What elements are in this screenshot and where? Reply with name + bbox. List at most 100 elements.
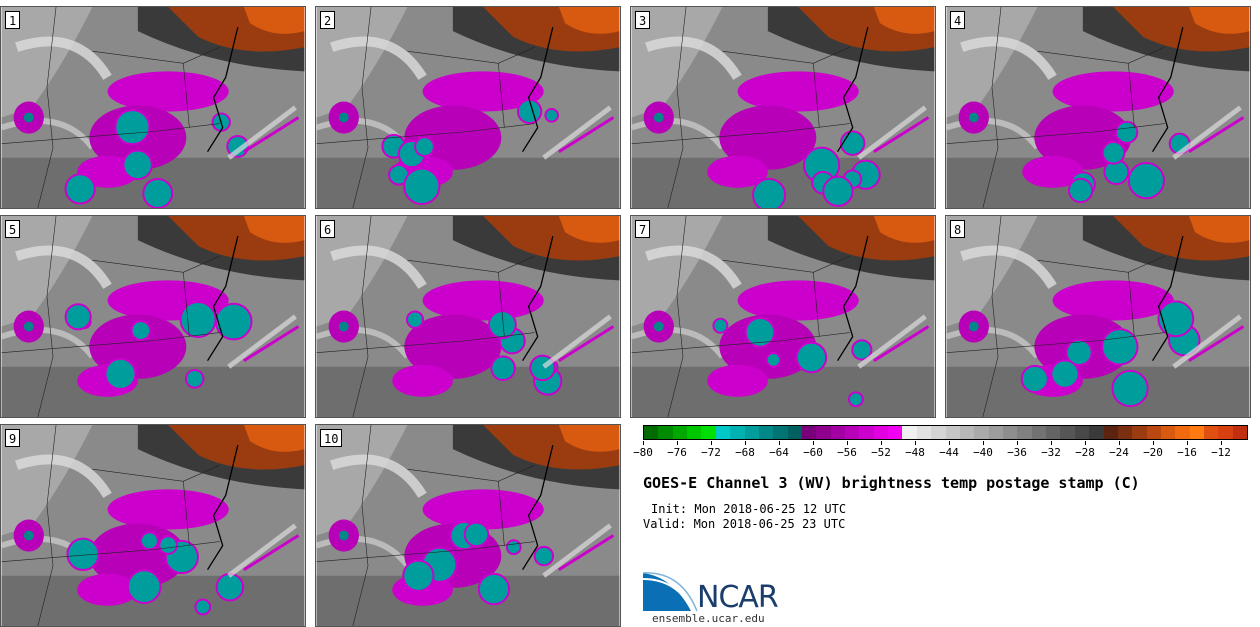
colorbar-tick-label: −12: [1211, 446, 1231, 459]
colorbar-ticks: −80 −76 −72 −68 −64 −60 −56 −52 −48 −44 −40 −36 −32 −…: [633, 441, 1248, 461]
colorbar-tick-label: −20: [1143, 446, 1163, 459]
stamp-number-label: 5: [5, 220, 21, 238]
colorbar-segment: [1002, 426, 1018, 439]
colorbar-tick-label: −68: [735, 446, 755, 459]
colorbar-segment: [787, 426, 802, 439]
postage-stamp-map: 9: [0, 424, 306, 627]
site-url: ensemble.ucar.edu: [652, 612, 765, 625]
colorbar-segment: [1046, 426, 1061, 439]
colorbar: [643, 425, 1248, 440]
colorbar-segment: [1146, 426, 1161, 439]
stamp-number-label: 7: [635, 220, 651, 238]
ncar-logo-text: NCAR: [697, 580, 779, 615]
colorbar-tick-mark: [677, 441, 678, 445]
colorbar-tick-mark: [1085, 441, 1086, 445]
colorbar-tick-label: −64: [769, 446, 789, 459]
figure-title: GOES-E Channel 3 (WV) brightness temp po…: [643, 474, 1140, 492]
colorbar-segment: [1189, 426, 1205, 439]
colorbar-segment: [916, 426, 932, 439]
colorbar-segment: [959, 426, 975, 439]
colorbar-segment: [1160, 426, 1176, 439]
colorbar-tick-label: −16: [1177, 446, 1197, 459]
colorbar-tick-label: −24: [1109, 446, 1129, 459]
postage-stamp-map: 3: [630, 6, 936, 209]
colorbar-tick-mark: [881, 441, 882, 445]
colorbar-tick-mark: [745, 441, 746, 445]
colorbar-tick-mark: [1017, 441, 1018, 445]
stamp-number-label: 8: [950, 220, 966, 238]
colorbar-tick-mark: [779, 441, 780, 445]
colorbar-segment: [644, 426, 659, 439]
colorbar-tick-mark: [1119, 441, 1120, 445]
colorbar-segment: [1117, 426, 1133, 439]
colorbar-tick-label: −40: [973, 446, 993, 459]
stamp-number-label: 10: [320, 429, 343, 447]
valid-time: Valid: Mon 2018-06-25 23 UTC: [643, 517, 846, 531]
colorbar-segment: [1074, 426, 1090, 439]
colorbar-tick-label: −60: [803, 446, 823, 459]
stamp-number-label: 3: [635, 11, 651, 29]
colorbar-segment: [701, 426, 716, 439]
ncar-logo-icon: [643, 572, 698, 612]
colorbar-tick-label: −56: [837, 446, 857, 459]
colorbar-tick-mark: [1221, 441, 1222, 445]
colorbar-segment: [1089, 426, 1104, 439]
colorbar-tick-mark: [643, 441, 644, 445]
colorbar-tick-label: −80: [633, 446, 653, 459]
colorbar-segment: [744, 426, 759, 439]
colorbar-segment: [988, 426, 1003, 439]
colorbar-segment: [974, 426, 989, 439]
colorbar-tick-label: −76: [667, 446, 687, 459]
colorbar-tick-mark: [813, 441, 814, 445]
postage-stamp-map: 2: [315, 6, 621, 209]
postage-stamp-map: 7: [630, 215, 936, 418]
colorbar-tick-label: −32: [1041, 446, 1061, 459]
stamp-number-label: 4: [950, 11, 966, 29]
colorbar-segment: [1175, 426, 1190, 439]
colorbar-segment: [773, 426, 788, 439]
colorbar-segment: [730, 426, 745, 439]
colorbar-segment: [888, 426, 903, 439]
colorbar-segment: [1031, 426, 1047, 439]
colorbar-tick-mark: [711, 441, 712, 445]
colorbar-segment: [715, 426, 731, 439]
colorbar-segment: [830, 426, 846, 439]
colorbar-segment: [1103, 426, 1118, 439]
colorbar-segment: [859, 426, 874, 439]
init-time: Init: Mon 2018-06-25 12 UTC: [651, 502, 847, 516]
colorbar-segment: [801, 426, 817, 439]
colorbar-tick-mark: [1051, 441, 1052, 445]
postage-stamp-map: 4: [945, 6, 1251, 209]
colorbar-tick-mark: [847, 441, 848, 445]
colorbar-segment: [845, 426, 860, 439]
colorbar-tick-mark: [983, 441, 984, 445]
colorbar-tick-mark: [1153, 441, 1154, 445]
colorbar-segment: [1017, 426, 1032, 439]
stamp-number-label: 9: [5, 429, 21, 447]
colorbar-tick-mark: [1187, 441, 1188, 445]
colorbar-segment: [672, 426, 688, 439]
colorbar-segment: [1060, 426, 1075, 439]
colorbar-tick-label: −28: [1075, 446, 1095, 459]
postage-stamp-map: 8: [945, 215, 1251, 418]
postage-stamp-map: 5: [0, 215, 306, 418]
colorbar-segment: [816, 426, 831, 439]
colorbar-tick-label: −52: [871, 446, 891, 459]
colorbar-segment: [931, 426, 946, 439]
colorbar-segment: [758, 426, 774, 439]
colorbar-segment: [1218, 426, 1233, 439]
colorbar-tick-label: −72: [701, 446, 721, 459]
stamp-number-label: 6: [320, 220, 336, 238]
stamp-number-label: 1: [5, 11, 21, 29]
colorbar-segment: [902, 426, 917, 439]
colorbar-segment: [873, 426, 889, 439]
colorbar-tick-label: −48: [905, 446, 925, 459]
postage-stamp-map: 6: [315, 215, 621, 418]
colorbar-tick-label: −44: [939, 446, 959, 459]
colorbar-segment: [687, 426, 702, 439]
colorbar-segment: [1204, 426, 1219, 439]
colorbar-segment: [945, 426, 960, 439]
colorbar-segment: [658, 426, 673, 439]
colorbar-segment: [1232, 426, 1248, 439]
colorbar-tick-mark: [915, 441, 916, 445]
